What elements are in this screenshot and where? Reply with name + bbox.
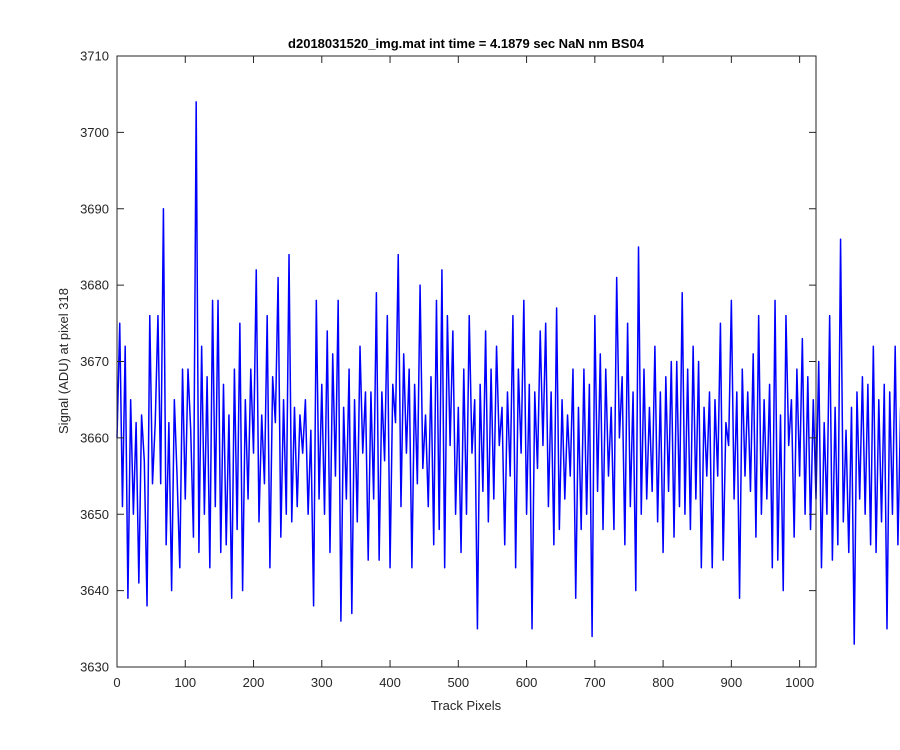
y-tick-label: 3660 — [80, 430, 109, 445]
y-tick-label: 3650 — [80, 507, 109, 522]
chart-title: d2018031520_img.mat int time = 4.1879 se… — [288, 36, 645, 51]
y-tick-label: 3710 — [80, 49, 109, 64]
x-tick-label: 900 — [721, 675, 743, 690]
x-tick-label: 200 — [243, 675, 265, 690]
x-tick-label: 0 — [113, 675, 120, 690]
x-tick-label: 600 — [516, 675, 538, 690]
y-tick-label: 3700 — [80, 125, 109, 140]
y-tick-label: 3630 — [80, 660, 109, 675]
x-axis-label: Track Pixels — [431, 698, 502, 713]
y-axis-label: Signal (ADU) at pixel 318 — [56, 288, 71, 434]
y-ticks: 3630 3640 3650 3660 3670 3680 3690 3700 3710 — [80, 49, 816, 675]
y-tick-label: 3640 — [80, 583, 109, 598]
x-tick-label: 400 — [379, 675, 401, 690]
x-tick-label: 300 — [311, 675, 333, 690]
series-line — [116, 101, 900, 645]
x-tick-label: 1000 — [785, 675, 814, 690]
y-tick-label: 3680 — [80, 278, 109, 293]
x-tick-label: 800 — [652, 675, 674, 690]
y-tick-label: 3690 — [80, 201, 109, 216]
x-ticks: 0 100 200 300 400 500 600 700 800 900 1000 — [113, 56, 814, 690]
series-layer — [116, 101, 900, 645]
x-tick-label: 500 — [447, 675, 469, 690]
x-tick-label: 700 — [584, 675, 606, 690]
y-tick-label: 3670 — [80, 354, 109, 369]
plot-area — [117, 56, 816, 667]
x-tick-label: 100 — [174, 675, 196, 690]
